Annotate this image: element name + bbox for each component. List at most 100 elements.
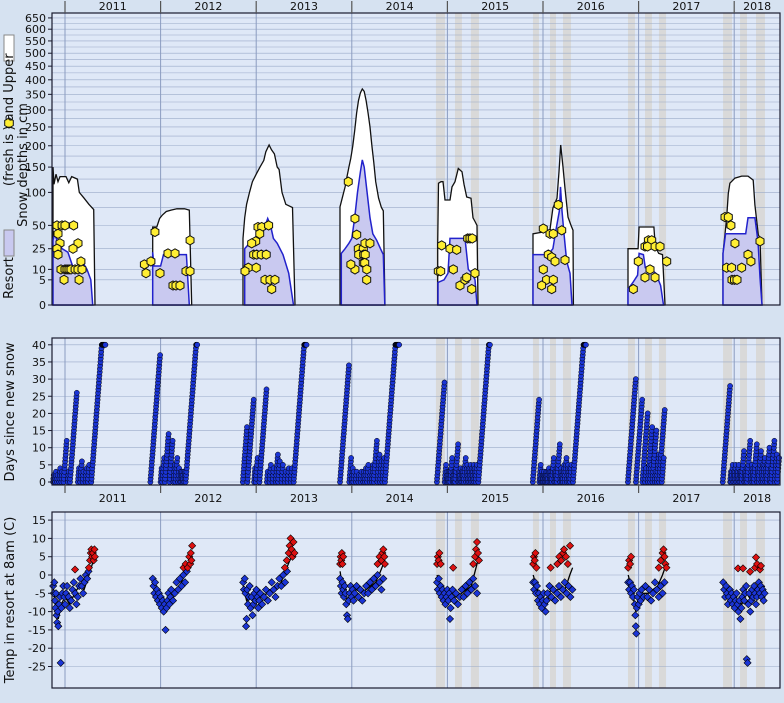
temp-diamond-blue bbox=[541, 607, 550, 616]
year-label-mid: 2014 bbox=[386, 492, 414, 505]
days-since-snow-dot bbox=[536, 396, 542, 403]
temp-diamond-blue bbox=[240, 574, 249, 583]
fresh-snow-dot bbox=[53, 228, 63, 239]
temp-diamond-red bbox=[566, 541, 575, 550]
temp-diamond-blue bbox=[281, 578, 290, 587]
temp-diamond-blue bbox=[473, 589, 482, 598]
fresh-snow-dot bbox=[365, 238, 375, 249]
fresh-snow-dot bbox=[74, 274, 84, 285]
temp-diamond-red bbox=[473, 549, 483, 558]
fresh-snow-dot bbox=[267, 283, 277, 295]
temp-diamond-red bbox=[473, 538, 482, 547]
temp-average-line bbox=[627, 563, 667, 612]
temp-diamond-blue bbox=[67, 596, 76, 605]
fresh-snow-dot bbox=[557, 225, 567, 236]
year-label-mid: 2018 bbox=[743, 492, 771, 505]
temp-diamond-red bbox=[660, 552, 669, 561]
temp-diamond-blue bbox=[169, 596, 178, 605]
fresh-snow-dot bbox=[470, 268, 480, 279]
temp-diamond-red bbox=[751, 553, 761, 562]
temp-diamond-blue bbox=[743, 658, 752, 667]
snow-tick-label: 200 bbox=[25, 140, 46, 153]
fresh-snow-dot bbox=[59, 274, 69, 285]
fresh-snow-dot bbox=[69, 220, 79, 231]
temp-diamond-red bbox=[188, 541, 197, 550]
temp-diamond-red bbox=[662, 563, 671, 572]
days-since-snow-dot bbox=[263, 386, 270, 393]
days-tick-label: 0 bbox=[39, 476, 46, 489]
days-since-snow-dot bbox=[79, 458, 85, 465]
fresh-snow-dot bbox=[452, 244, 462, 255]
snow-tick-label: 0 bbox=[39, 299, 46, 312]
temp-tick-label: 0 bbox=[39, 569, 46, 582]
fresh-snow-dot bbox=[437, 240, 447, 251]
temp-diamond-blue bbox=[631, 611, 640, 620]
fresh-snow-dot bbox=[436, 266, 446, 277]
temp-diamond-blue bbox=[245, 581, 254, 591]
snow-tick-label: 650 bbox=[25, 12, 46, 25]
temp-diamond-blue bbox=[434, 574, 443, 583]
temp-tick-label: -25 bbox=[28, 661, 46, 674]
fresh-snow-dot bbox=[628, 283, 638, 295]
fresh-snow-dot bbox=[155, 268, 165, 279]
fresh-snow-dot bbox=[467, 283, 477, 295]
missing-data-band bbox=[562, 512, 572, 688]
snow-tick-label: 400 bbox=[25, 74, 46, 87]
temp-diamond-red bbox=[474, 556, 483, 565]
missing-data-band bbox=[740, 338, 748, 485]
days-since-snow-dot bbox=[644, 410, 651, 417]
fresh-snow-dot bbox=[185, 266, 195, 277]
fresh-snow-dot bbox=[77, 264, 87, 275]
temp-diamond-red bbox=[290, 549, 299, 558]
temp-diamond-blue bbox=[647, 596, 656, 605]
missing-data-band bbox=[723, 13, 733, 305]
fresh-snow-dot bbox=[723, 211, 733, 223]
days-tick-label: 25 bbox=[32, 390, 46, 403]
missing-data-band bbox=[755, 13, 765, 305]
temp-tick-label: -10 bbox=[28, 606, 46, 619]
fresh-snow-legend-icon bbox=[4, 117, 14, 129]
year-label-top: 2012 bbox=[194, 0, 222, 13]
temp-diamond-blue bbox=[629, 585, 638, 594]
fresh-snow-dot bbox=[141, 268, 151, 279]
days-tick-label: 15 bbox=[32, 425, 46, 438]
fresh-snow-dot bbox=[146, 256, 156, 267]
fresh-snow-dot bbox=[150, 226, 160, 238]
days-since-snow-dot bbox=[550, 455, 557, 461]
fresh-snow-dot bbox=[240, 266, 250, 277]
fresh-snow-dot bbox=[547, 283, 557, 295]
temp-tick-label: 10 bbox=[32, 532, 46, 545]
temp-diamond-red bbox=[380, 552, 389, 561]
fresh-snow-dot bbox=[650, 272, 660, 283]
temp-diamond-red bbox=[289, 538, 298, 547]
missing-data-band bbox=[549, 338, 557, 485]
temp-diamond-red bbox=[531, 549, 540, 558]
days-since-snow-dot bbox=[441, 379, 448, 386]
upper-depth-legend-swatch bbox=[3, 34, 15, 62]
temp-diamond-blue bbox=[242, 614, 251, 623]
days-tick-label: 5 bbox=[39, 459, 46, 472]
temp-diamond-blue bbox=[568, 585, 577, 594]
snow-tick-label: 350 bbox=[25, 88, 46, 101]
temp-diamond-blue bbox=[83, 574, 92, 583]
temp-diamond-blue bbox=[379, 574, 388, 583]
temp-diamond-blue bbox=[556, 592, 565, 601]
year-label-top: 2014 bbox=[386, 0, 414, 13]
year-label-top: 2015 bbox=[481, 0, 509, 13]
snow-tick-label: 25 bbox=[32, 243, 46, 256]
year-label-mid: 2012 bbox=[194, 492, 222, 505]
snow-tick-label: 300 bbox=[25, 104, 46, 117]
days-since-snow-dot bbox=[583, 341, 589, 348]
temp-diamond-blue bbox=[54, 622, 63, 631]
year-label-mid: 2017 bbox=[672, 492, 700, 505]
snow-axis-title-fresh: (fresh is bbox=[2, 134, 17, 186]
temp-diamond-red bbox=[339, 552, 348, 561]
temp-diamond-blue bbox=[445, 614, 455, 623]
missing-data-band bbox=[562, 13, 572, 305]
days-since-snow-dot bbox=[556, 441, 563, 448]
temp-diamond-red bbox=[90, 545, 99, 554]
temp-diamond-red bbox=[532, 563, 541, 572]
missing-data-band bbox=[470, 13, 479, 305]
temp-diamond-blue bbox=[632, 629, 641, 638]
days-since-snow-dot bbox=[346, 362, 352, 369]
